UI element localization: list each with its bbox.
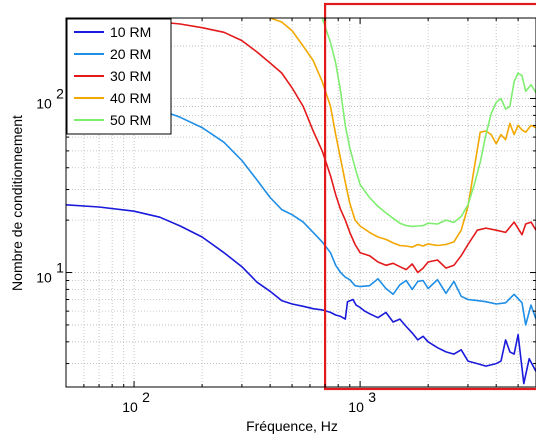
series-line-10-rm bbox=[66, 204, 536, 385]
legend-label: 40 RM bbox=[110, 90, 151, 106]
x-axis-label: Fréquence, Hz bbox=[246, 418, 338, 434]
axes-frame bbox=[65, 17, 536, 388]
y-tick-label-exponent: 2 bbox=[56, 85, 64, 101]
legend-label: 50 RM bbox=[110, 112, 151, 128]
legend: 10 RM 20 RM 30 RM 40 RM 50 RM bbox=[66, 18, 172, 135]
series-line-40-rm bbox=[269, 18, 536, 248]
series-line-20-rm bbox=[66, 97, 536, 326]
legend-label: 20 RM bbox=[110, 46, 151, 62]
series-group bbox=[66, 18, 536, 385]
y-tick-label: 10 bbox=[36, 95, 52, 111]
y-tick-label-exponent: 1 bbox=[56, 260, 64, 276]
series-line-50-rm bbox=[321, 18, 536, 228]
axes-border bbox=[65, 17, 536, 388]
x-tick-label-exponent: 2 bbox=[142, 389, 150, 405]
series-line-30-rm bbox=[66, 18, 536, 274]
legend-label: 10 RM bbox=[110, 24, 151, 40]
x-tick-label: 10 bbox=[348, 399, 364, 415]
y-axis-label: Nombre de conditionnement bbox=[9, 115, 25, 291]
x-tick-label: 10 bbox=[122, 399, 138, 415]
x-tick-label-exponent: 3 bbox=[368, 389, 376, 405]
highlight-box bbox=[323, 2, 536, 391]
y-tick-label: 10 bbox=[36, 270, 52, 286]
legend-label: 30 RM bbox=[110, 68, 151, 84]
